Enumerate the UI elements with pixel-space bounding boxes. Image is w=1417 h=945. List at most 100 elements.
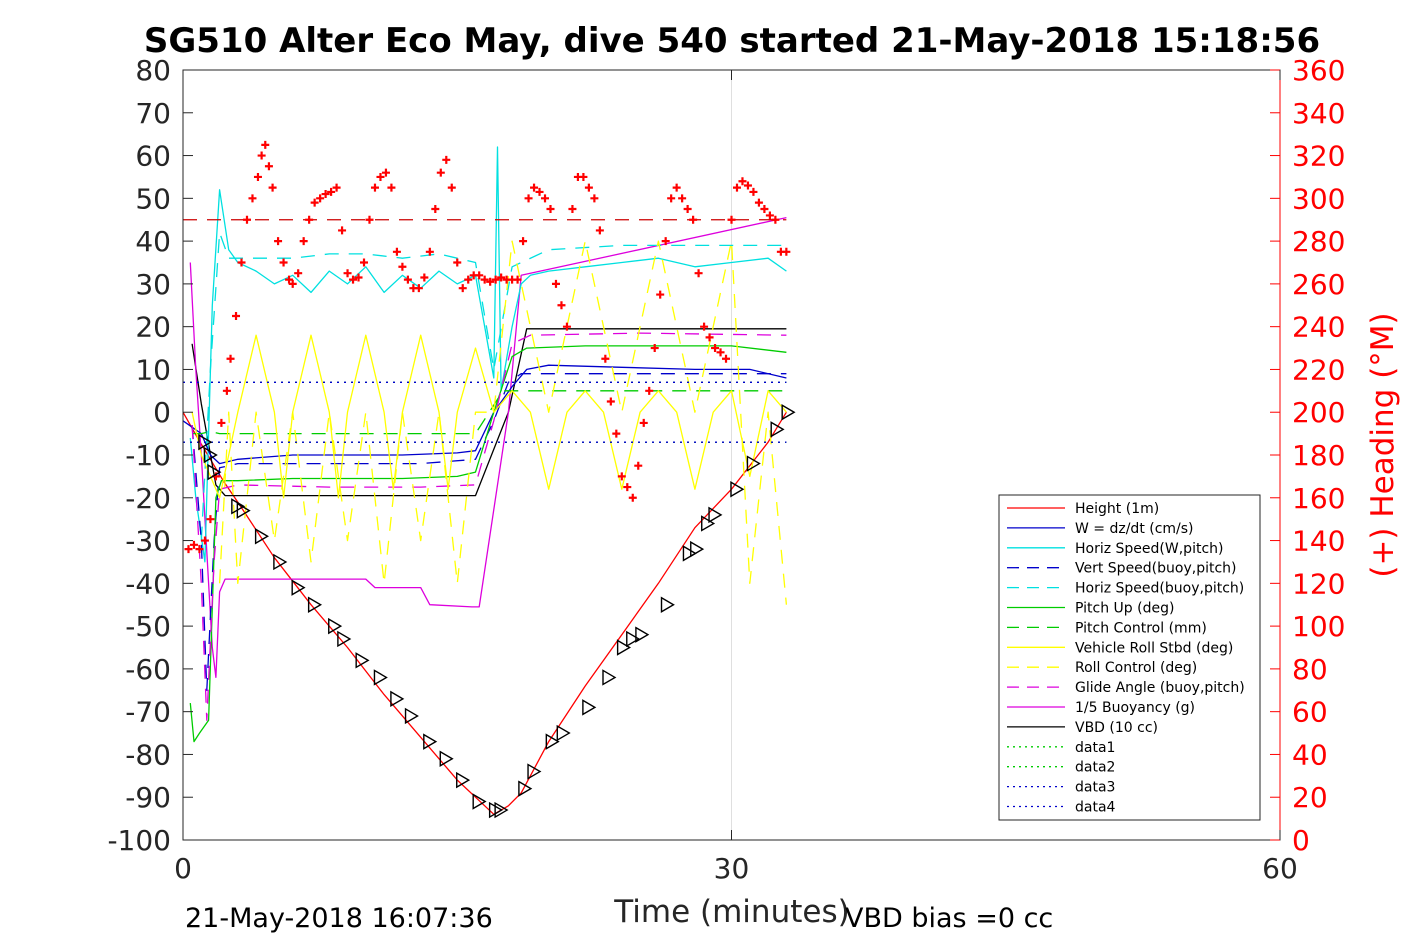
legend-label-2: Horiz Speed(W,pitch) [1075,541,1223,557]
y2-tick-label-11: 140 [1292,525,1345,558]
heading-marker-58 [491,275,500,284]
series-line-5 [182,364,787,465]
heading-marker-40 [392,247,401,256]
heading-marker-17 [268,183,277,192]
heading-marker-22 [294,269,303,278]
y-tick-label-7: 10 [135,353,171,386]
heading-marker-72 [568,205,577,214]
heading-marker-19 [279,258,288,267]
y2-tick-label-5: 260 [1292,268,1345,301]
heading-marker-57 [486,277,495,286]
heading-marker-23 [299,237,308,246]
depth-triangle-36 [746,455,761,472]
y2-tick-label-10: 160 [1292,482,1345,515]
heading-marker-37 [376,172,385,181]
marker-layer [184,140,796,819]
heading-marker-25 [310,198,319,207]
depth-triangle-7 [291,579,306,596]
y2-tick-label-18: 0 [1292,824,1310,857]
heading-marker-28 [327,187,336,196]
y-tick-label-10: -20 [125,482,171,515]
depth-triangle-14 [404,707,419,725]
series-layer [182,146,788,815]
heading-marker-108 [765,211,774,220]
heading-marker-68 [546,205,555,214]
legend-label-9: Glide Angle (buoy,pitch) [1075,680,1245,696]
heading-marker-27 [321,190,330,199]
heading-marker-45 [420,273,429,282]
depth-triangle-2 [207,463,222,481]
heading-marker-33 [354,273,363,282]
heading-marker-105 [749,187,758,196]
heading-marker-79 [606,397,615,406]
depth-triangle-9 [328,617,343,635]
heading-marker-47 [431,205,440,214]
heading-marker-99 [716,348,725,357]
heading-marker-13 [253,172,262,181]
depth-triangle-11 [355,652,370,669]
heading-marker-42 [403,275,412,284]
depth-triangle-20 [494,801,509,819]
depth-triangle-26 [602,669,617,686]
depth-triangle-0 [198,433,213,451]
depth-triangle-12 [373,669,388,686]
depth-triangle-4 [236,502,251,519]
y-tick-label-11: -30 [125,525,171,558]
legend-label-10: 1/5 Buoyancy (g) [1075,700,1195,716]
depth-triangle-21 [518,780,533,797]
y-tick-label-3: 50 [135,182,171,215]
legend-label-7: Vehicle Roll Stbd (deg) [1075,640,1233,656]
depth-triangle-30 [660,596,675,613]
heading-marker-78 [601,354,610,363]
heading-marker-12 [248,194,257,203]
heading-marker-97 [705,333,714,342]
heading-marker-8 [226,354,235,363]
y-tick-label-4: 40 [135,225,171,258]
heading-marker-104 [743,181,752,190]
heading-marker-41 [398,262,407,271]
x-axis-label: Time (minutes) [613,894,849,930]
heading-marker-48 [436,168,445,177]
legend-label-3: Vert Speed(buoy,pitch) [1075,561,1237,577]
heading-marker-30 [338,226,347,235]
y2-tick-label-13: 100 [1292,610,1345,643]
depth-triangle-23 [545,733,560,750]
legend-label-5: Pitch Up (deg) [1075,601,1174,617]
legend-label-1: W = dz/dt (cm/s) [1075,521,1194,537]
chart-title: SG510 Alter Eco May, dive 540 started 21… [144,21,1320,61]
y2-tick-label-7: 220 [1292,353,1345,386]
y-tick-label-14: -60 [125,653,171,686]
heading-marker-92 [678,194,687,203]
legend-label-0: Height (1m) [1075,501,1159,517]
heading-marker-65 [530,183,539,192]
heading-marker-69 [551,279,560,288]
heading-marker-36 [370,183,379,192]
depth-triangle-1 [203,446,218,464]
heading-marker-106 [754,198,763,207]
heading-marker-89 [661,237,670,246]
heading-marker-9 [232,311,241,320]
heading-marker-76 [590,194,599,203]
heading-marker-4 [206,515,215,524]
heading-marker-87 [650,344,659,353]
legend-label-6: Pitch Control (mm) [1075,620,1207,636]
depth-triangle-8 [307,596,323,613]
y2-tick-label-0: 360 [1292,54,1345,87]
heading-marker-67 [541,194,550,203]
depth-triangle-13 [390,690,405,708]
heading-marker-75 [584,183,593,192]
y2-tick-label-12: 120 [1292,567,1345,600]
depth-triangle-27 [616,639,632,656]
heading-marker-107 [760,205,769,214]
heading-marker-18 [274,237,283,246]
heading-marker-3 [200,536,209,545]
heading-marker-11 [242,215,251,224]
heading-marker-29 [332,183,341,192]
y-tick-label-15: -70 [125,696,171,729]
y2-tick-label-14: 80 [1292,653,1328,686]
heading-marker-20 [285,275,294,284]
legend-label-12: data1 [1075,740,1115,756]
y2-tick-label-3: 300 [1292,182,1345,215]
y-tick-label-6: 20 [135,311,171,344]
heading-marker-49 [442,155,451,164]
